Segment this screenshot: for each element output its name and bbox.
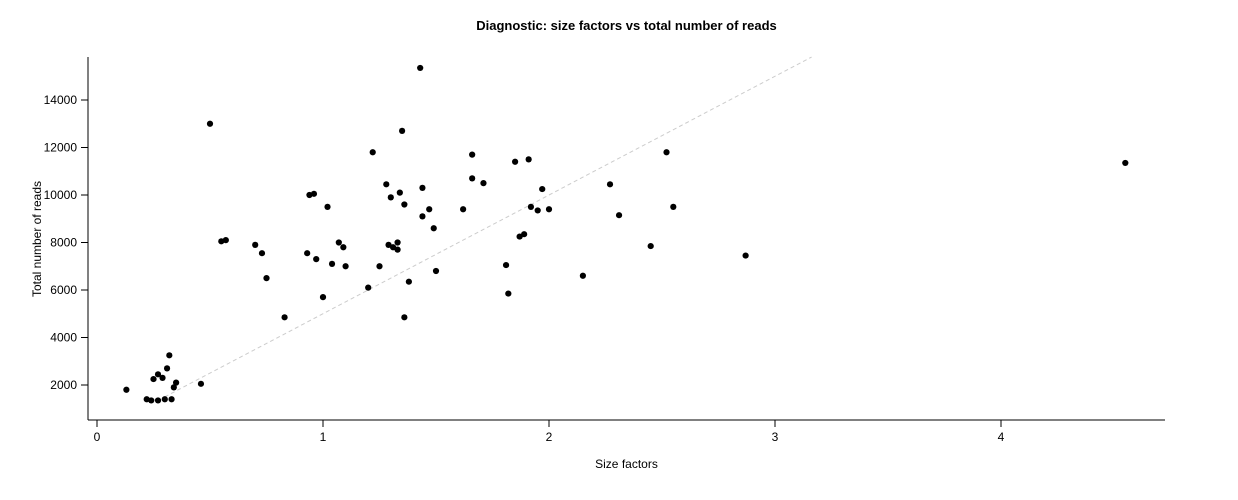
data-point	[663, 149, 670, 156]
data-point	[173, 379, 180, 386]
x-axis-label: Size factors	[595, 457, 658, 471]
data-point	[647, 242, 654, 250]
data-point	[469, 151, 476, 158]
chart-title: Diagnostic: size factors vs total number…	[476, 18, 777, 33]
data-point	[154, 397, 162, 404]
data-point	[469, 175, 476, 182]
data-point	[369, 149, 376, 156]
data-point	[417, 64, 424, 72]
data-point	[148, 397, 155, 404]
data-point	[430, 225, 437, 232]
data-point	[319, 294, 327, 301]
data-point	[502, 261, 510, 269]
y-tick-label: 12000	[44, 141, 78, 155]
y-tick-label: 4000	[50, 331, 77, 345]
data-point	[742, 252, 749, 259]
data-point	[426, 206, 433, 213]
data-point	[263, 275, 270, 282]
y-tick-label: 2000	[50, 378, 77, 392]
data-point	[310, 190, 318, 197]
y-axis-label: Total number of reads	[30, 180, 44, 298]
data-point	[521, 231, 528, 238]
data-point	[432, 267, 440, 275]
data-point	[460, 206, 467, 213]
data-point	[159, 374, 166, 381]
data-point	[150, 375, 157, 383]
data-point	[376, 263, 383, 270]
x-tick-label: 2	[546, 430, 553, 444]
data-point	[166, 352, 173, 359]
data-point	[394, 239, 401, 246]
data-point	[606, 181, 614, 188]
data-point	[340, 244, 347, 251]
data-point	[387, 194, 394, 201]
y-tick-label: 14000	[44, 93, 78, 107]
data-point	[394, 246, 401, 253]
data-point	[258, 250, 266, 257]
data-point	[579, 272, 587, 279]
data-point	[527, 203, 535, 210]
data-point	[365, 284, 372, 291]
y-tick-label: 8000	[50, 236, 77, 250]
x-tick-label: 3	[772, 430, 779, 444]
data-point	[123, 386, 130, 393]
data-point	[419, 184, 426, 191]
y-tick-label: 10000	[44, 188, 78, 202]
data-point	[154, 371, 162, 378]
data-point	[545, 206, 553, 213]
data-point	[281, 314, 288, 321]
data-point	[304, 250, 311, 257]
data-point	[511, 158, 519, 165]
data-point	[670, 203, 677, 210]
data-point	[401, 201, 408, 208]
data-point	[480, 180, 487, 187]
data-point	[525, 156, 532, 163]
data-point	[539, 185, 546, 193]
data-point	[313, 256, 320, 263]
data-point	[222, 237, 229, 244]
data-point	[419, 213, 426, 220]
data-point	[615, 212, 623, 219]
data-point	[168, 396, 175, 403]
reference-line	[164, 56, 812, 398]
data-point	[405, 278, 412, 285]
data-point	[197, 380, 205, 387]
data-point	[335, 239, 342, 246]
data-point	[206, 120, 214, 127]
data-point	[401, 314, 408, 321]
data-point	[1122, 159, 1129, 167]
y-tick-label: 6000	[50, 283, 77, 297]
data-point	[505, 290, 512, 297]
x-tick-label: 4	[998, 430, 1005, 444]
data-point	[342, 263, 349, 270]
data-point	[328, 260, 336, 267]
data-point	[383, 181, 390, 188]
x-tick-label: 0	[94, 430, 101, 444]
x-tick-label: 1	[320, 430, 327, 444]
data-point	[252, 241, 259, 248]
data-point	[163, 365, 171, 372]
data-point	[399, 127, 406, 134]
data-point	[170, 384, 177, 391]
data-point	[324, 203, 331, 210]
data-point	[161, 396, 168, 403]
data-point	[534, 207, 541, 214]
data-point	[396, 189, 403, 196]
